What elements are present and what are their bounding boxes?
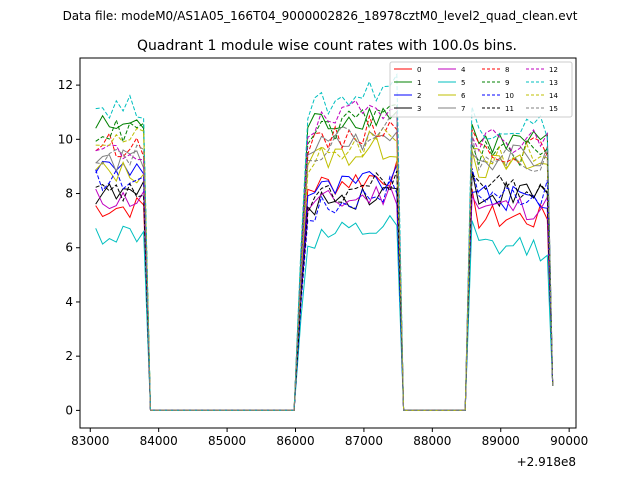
legend-label-1: 1 bbox=[417, 79, 421, 87]
series-line-9 bbox=[95, 103, 554, 411]
series-line-5 bbox=[95, 214, 554, 411]
plot-area: 83000 84000 85000 86000 87000 88000 89000 90000… bbox=[58, 57, 588, 448]
y-axis-ticks: 0 2 4 6 8 10 12 bbox=[58, 78, 80, 417]
series-line-13 bbox=[95, 72, 554, 411]
x-tick-label: 86000 bbox=[276, 434, 314, 448]
legend-label-2: 2 bbox=[417, 92, 421, 100]
series-line-3 bbox=[95, 170, 554, 411]
series-line-6 bbox=[95, 134, 554, 411]
x-tick-label: 88000 bbox=[413, 434, 451, 448]
y-tick-label: 8 bbox=[65, 187, 73, 201]
y-tick-label: 12 bbox=[58, 78, 73, 92]
y-tick-label: 0 bbox=[65, 403, 73, 417]
series-line-0 bbox=[95, 160, 554, 411]
x-offset-label: +2.918e8 bbox=[517, 455, 576, 469]
x-tick-label: 83000 bbox=[71, 434, 109, 448]
x-tick-label: 84000 bbox=[140, 434, 178, 448]
legend-label-4: 4 bbox=[461, 66, 466, 74]
chart-suptitle: Data file: modeM0/AS1A05_166T04_90000028… bbox=[63, 9, 578, 23]
legend-label-0: 0 bbox=[417, 66, 421, 74]
series-line-11 bbox=[95, 170, 554, 411]
x-tick-label: 90000 bbox=[550, 434, 588, 448]
chart-title: Quadrant 1 module wise count rates with … bbox=[137, 38, 517, 54]
series-layer bbox=[95, 72, 554, 411]
legend-label-10: 10 bbox=[505, 92, 514, 100]
series-line-14 bbox=[95, 126, 554, 411]
x-axis-ticks: 83000 84000 85000 86000 87000 88000 89000 90000 bbox=[71, 428, 588, 448]
legend-frame bbox=[389, 61, 573, 118]
series-line-2 bbox=[95, 160, 554, 411]
legend-label-15: 15 bbox=[549, 105, 558, 113]
legend-label-3: 3 bbox=[417, 105, 421, 113]
legend-label-11: 11 bbox=[505, 105, 514, 113]
y-tick-label: 10 bbox=[58, 132, 73, 146]
x-tick-label: 89000 bbox=[482, 434, 520, 448]
axes-frame bbox=[79, 57, 577, 429]
x-tick-label: 87000 bbox=[345, 434, 383, 448]
legend-label-13: 13 bbox=[549, 79, 558, 87]
legend-label-5: 5 bbox=[461, 79, 465, 87]
legend-label-8: 8 bbox=[505, 66, 509, 74]
y-tick-label: 2 bbox=[65, 349, 73, 363]
series-line-1 bbox=[95, 107, 554, 411]
legend-label-7: 7 bbox=[461, 105, 465, 113]
series-line-7 bbox=[95, 130, 554, 411]
legend-label-9: 9 bbox=[505, 79, 509, 87]
series-line-10 bbox=[95, 168, 554, 411]
legend-label-6: 6 bbox=[461, 92, 466, 100]
legend-label-14: 14 bbox=[549, 92, 558, 100]
x-tick-label: 85000 bbox=[208, 434, 246, 448]
series-line-4 bbox=[95, 183, 554, 411]
y-tick-label: 6 bbox=[65, 241, 73, 255]
series-line-15 bbox=[95, 113, 554, 411]
legend-label-12: 12 bbox=[549, 66, 558, 74]
series-line-12 bbox=[95, 99, 554, 411]
y-tick-label: 4 bbox=[65, 295, 73, 309]
